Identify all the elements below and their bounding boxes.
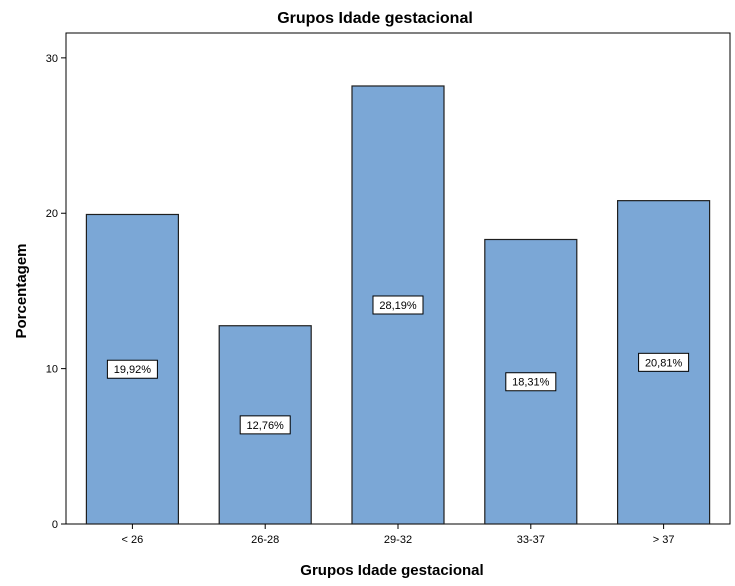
data-label: 18,31% — [512, 377, 550, 389]
x-tick-label: < 26 — [122, 534, 144, 546]
data-label-box — [372, 295, 424, 315]
x-tick-label: 26-28 — [251, 534, 279, 546]
data-label-box — [106, 359, 158, 379]
chart-title: Grupos Idade gestacional — [277, 10, 473, 27]
data-label: 19,92% — [114, 364, 152, 376]
y-tick-label: 20 — [46, 208, 58, 220]
data-label-box — [505, 372, 557, 392]
y-tick-label: 0 — [52, 519, 58, 531]
y-tick-label: 10 — [46, 364, 58, 376]
x-tick-label: 29-32 — [384, 534, 412, 546]
data-label-box — [638, 352, 690, 372]
data-label: 20,81% — [645, 357, 683, 369]
data-label-box — [239, 415, 291, 435]
data-label: 12,76% — [247, 420, 285, 432]
x-tick-label: > 37 — [653, 534, 675, 546]
y-axis-title: Porcentagem — [13, 243, 30, 338]
x-axis-title: Grupos Idade gestacional — [300, 562, 483, 579]
y-tick-label: 30 — [46, 53, 58, 65]
x-tick-label: 33-37 — [517, 534, 545, 546]
data-label: 28,19% — [379, 300, 417, 312]
plot-area: 0 10 20 30 < 26 19,92% 26-28 12,76% 29-32 28,19% 3… — [46, 32, 731, 546]
